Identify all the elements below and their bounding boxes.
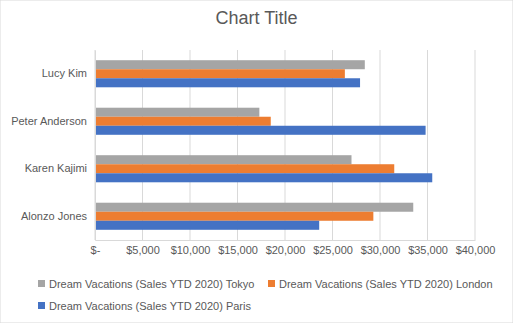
grid-line (475, 50, 476, 240)
bar (95, 69, 345, 78)
bar (95, 126, 426, 135)
x-tick: $40,000 (456, 240, 496, 256)
x-tick: $25,000 (313, 240, 353, 256)
legend: Dream Vacations (Sales YTD 2020) Tokyo Dr… (38, 278, 493, 312)
x-tick-label: $10,000 (171, 244, 211, 256)
legend-swatch (268, 280, 275, 287)
grid-line (427, 50, 428, 240)
x-tick: $- (91, 240, 101, 256)
legend-label: Dream Vacations (Sales YTD 2020) Tokyo (49, 278, 254, 290)
bar (95, 78, 360, 87)
y-tick-label: Karen Kajimi (25, 162, 87, 174)
x-tick-label: $15,000 (218, 244, 258, 256)
bar (95, 155, 352, 164)
y-axis-line (95, 51, 96, 241)
x-tick-label: $30,000 (361, 244, 401, 256)
bar (95, 212, 373, 221)
y-tick: Karen Kajimi (25, 162, 95, 174)
grid (95, 50, 475, 240)
legend-label: Dream Vacations (Sales YTD 2020) London (279, 278, 493, 290)
x-tick: $35,000 (408, 240, 448, 256)
legend-swatch (38, 280, 45, 287)
x-tick: $20,000 (266, 240, 306, 256)
x-axis-line (96, 240, 476, 241)
x-tick-label: $25,000 (313, 244, 353, 256)
legend-item: Dream Vacations (Sales YTD 2020) London (268, 278, 493, 290)
y-tick-label: Peter Anderson (11, 115, 87, 127)
chart: Chart Title $- $5,000 $10,000 $15,000 $20,000… (0, 0, 513, 323)
bar (95, 164, 394, 173)
y-tick-label: Lucy Kim (42, 67, 87, 79)
bars (95, 60, 432, 230)
legend-item: Dream Vacations (Sales YTD 2020) Paris (38, 300, 251, 312)
legend-swatch (38, 302, 45, 309)
legend-item: Dream Vacations (Sales YTD 2020) Tokyo (38, 278, 254, 290)
y-tick-label: Alonzo Jones (21, 210, 88, 222)
x-tick-label: $- (91, 244, 101, 256)
x-tick: $5,000 (126, 240, 160, 256)
bar (95, 221, 319, 230)
x-tick-label: $5,000 (126, 244, 160, 256)
bar (95, 203, 413, 212)
x-tick-label: $35,000 (408, 244, 448, 256)
x-tick: $10,000 (171, 240, 211, 256)
bar (95, 173, 432, 182)
grid-line (95, 50, 96, 240)
chart-background (0, 0, 513, 323)
x-tick: $30,000 (361, 240, 401, 256)
bar (95, 108, 259, 117)
legend-label: Dream Vacations (Sales YTD 2020) Paris (49, 300, 251, 312)
y-tick: Peter Anderson (11, 115, 95, 127)
bar (95, 117, 271, 126)
y-tick: Alonzo Jones (21, 210, 95, 222)
x-axis: $- $5,000 $10,000 $15,000 $20,000 $25,000 $30,… (91, 240, 496, 256)
x-tick-label: $40,000 (456, 244, 496, 256)
chart-title: Chart Title (215, 8, 297, 28)
bar (95, 60, 365, 69)
y-tick: Lucy Kim (42, 67, 95, 79)
y-axis: Alonzo Jones Karen Kajimi Peter Anderson Lu… (11, 51, 95, 241)
x-tick-label: $20,000 (266, 244, 306, 256)
x-tick: $15,000 (218, 240, 258, 256)
